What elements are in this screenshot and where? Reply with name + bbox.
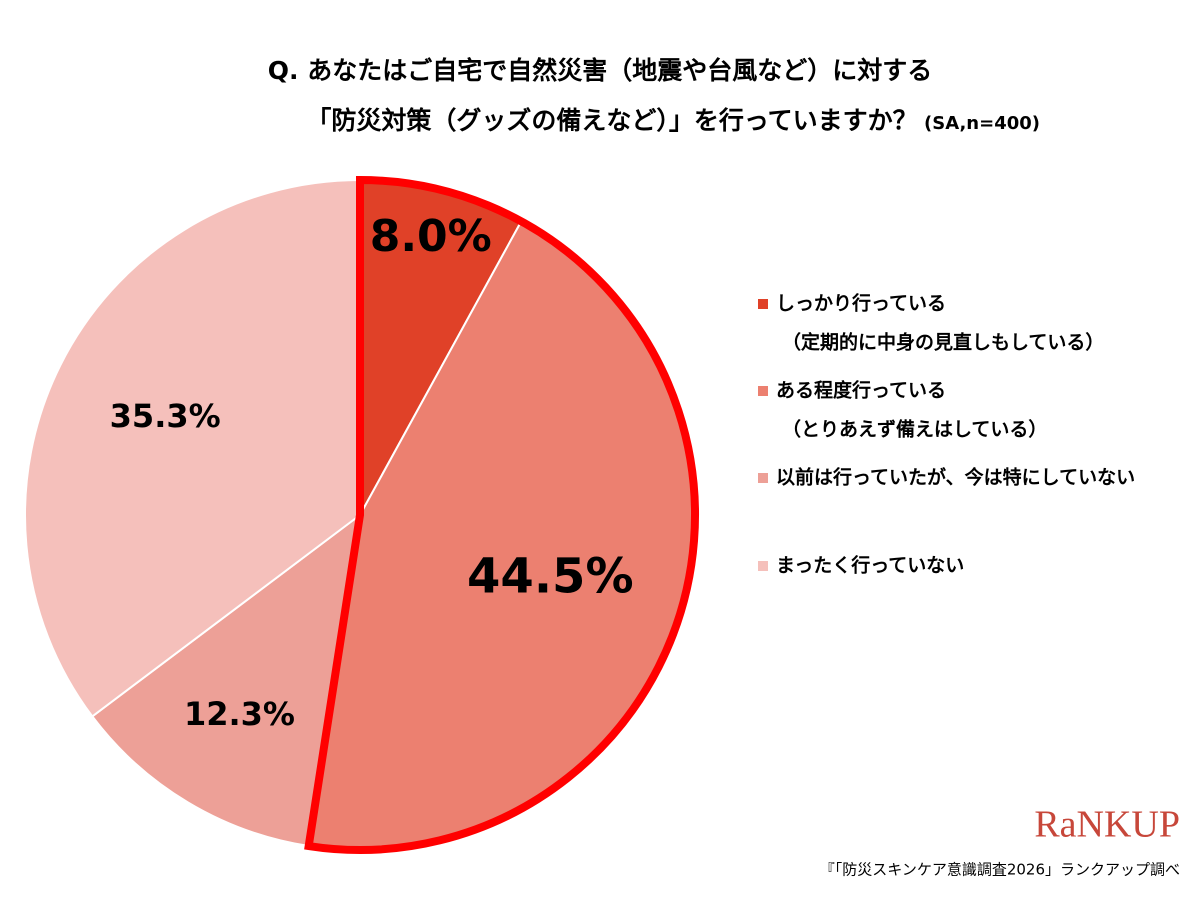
legend-label: ある程度行っている <box>776 379 946 402</box>
data-label: 8.0% <box>370 211 492 262</box>
source: 『「防災スキンケア意識調査2026」ランクアップ調べ <box>820 861 1180 879</box>
legend-label: まったく行っていない <box>776 554 964 577</box>
pie-slice <box>24 178 361 718</box>
data-label: 12.3% <box>184 695 295 733</box>
chart-title: Q. あなたはご自宅で自然災害（地震や台風など）に対する <box>268 56 932 85</box>
logo: RaNKUP <box>1034 804 1180 846</box>
legend-label: 以前は行っていたが、今は特にしていない <box>776 466 1135 489</box>
legend-swatch <box>758 386 768 396</box>
legend-label: （とりあえず備えはしている） <box>782 418 1047 441</box>
legend-swatch <box>758 561 768 571</box>
data-label: 44.5% <box>467 549 634 605</box>
legend-label: （定期的に中身の見直しもしている） <box>782 331 1104 354</box>
chart-subtitle: (SA,n=400) <box>924 113 1040 134</box>
legend-swatch <box>758 473 768 483</box>
data-label: 35.3% <box>110 397 221 435</box>
legend-label: しっかり行っている <box>776 292 946 315</box>
legend-swatch <box>758 299 768 309</box>
chart-title: 「防災対策（グッズの備えなど）」を行っていますか？ <box>306 106 917 135</box>
highlight-outline <box>304 175 699 854</box>
pie-slice <box>90 512 362 848</box>
